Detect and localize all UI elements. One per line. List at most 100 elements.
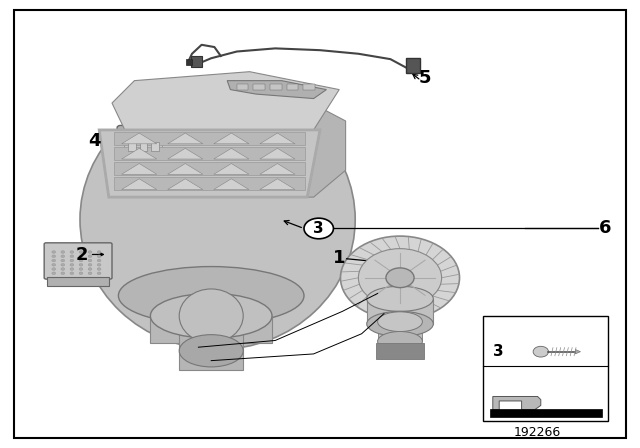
Circle shape [88,255,92,258]
Polygon shape [493,396,541,410]
Bar [128,142,136,151]
Polygon shape [575,349,580,354]
Bar [150,316,272,343]
Polygon shape [275,108,346,197]
Circle shape [97,272,101,275]
Bar [303,84,315,90]
Polygon shape [260,164,295,174]
Bar [406,58,420,73]
Bar [179,329,243,370]
Polygon shape [122,148,157,159]
Ellipse shape [378,312,422,332]
Bar [367,299,433,324]
Polygon shape [260,148,295,159]
Circle shape [61,250,65,253]
Bar [490,409,602,417]
Polygon shape [122,179,157,190]
Polygon shape [214,148,249,159]
Circle shape [70,255,74,258]
Circle shape [52,263,56,266]
Bar [483,316,608,421]
Circle shape [52,272,56,275]
FancyBboxPatch shape [44,243,112,279]
Bar [114,132,305,145]
Bar [114,177,305,190]
Bar [47,277,109,286]
Bar [378,322,422,341]
Polygon shape [99,130,320,197]
Text: 6: 6 [598,220,611,237]
Circle shape [358,249,442,307]
Ellipse shape [367,311,433,336]
Circle shape [61,255,65,258]
Circle shape [79,263,83,266]
Text: 192266: 192266 [514,426,561,439]
Text: 3: 3 [493,344,504,359]
Circle shape [61,267,65,270]
Polygon shape [227,81,326,99]
Ellipse shape [118,267,304,325]
Bar [151,142,159,151]
Circle shape [97,267,101,270]
Circle shape [79,272,83,275]
Text: 2: 2 [76,246,88,264]
Circle shape [52,267,56,270]
Circle shape [79,259,83,262]
Polygon shape [168,179,203,190]
Bar [140,142,147,151]
Bar [376,343,424,359]
Circle shape [61,263,65,266]
Bar [114,147,305,160]
Circle shape [61,259,65,262]
Circle shape [340,236,460,319]
Bar [270,84,282,90]
Ellipse shape [179,335,243,367]
Polygon shape [214,133,249,144]
Circle shape [79,250,83,253]
Circle shape [70,259,74,262]
Ellipse shape [367,286,433,311]
Polygon shape [112,72,339,130]
Circle shape [304,218,333,239]
Ellipse shape [150,293,272,338]
Text: 3: 3 [314,221,324,236]
Polygon shape [214,179,249,190]
Polygon shape [260,179,295,190]
Polygon shape [122,164,157,174]
Circle shape [52,250,56,253]
Bar [287,84,298,90]
Bar [253,84,265,90]
Text: 4: 4 [88,132,101,150]
FancyBboxPatch shape [117,125,168,157]
Circle shape [97,250,101,253]
Circle shape [70,272,74,275]
Circle shape [97,255,101,258]
Bar [237,84,248,90]
Circle shape [88,272,92,275]
Ellipse shape [80,90,355,349]
Circle shape [88,259,92,262]
Circle shape [52,259,56,262]
Text: 5: 5 [419,69,431,87]
Polygon shape [168,164,203,174]
Circle shape [386,268,414,288]
Bar [124,136,162,152]
Circle shape [88,250,92,253]
Circle shape [79,255,83,258]
Text: 1: 1 [333,249,346,267]
Circle shape [533,346,548,357]
Bar [186,59,192,65]
Polygon shape [214,164,249,174]
Polygon shape [168,133,203,144]
Bar [191,56,202,67]
Circle shape [97,259,101,262]
Ellipse shape [179,289,243,343]
Polygon shape [168,148,203,159]
Circle shape [70,267,74,270]
Bar [114,162,305,175]
Circle shape [88,267,92,270]
Circle shape [79,267,83,270]
Circle shape [70,263,74,266]
Circle shape [97,263,101,266]
Polygon shape [260,133,295,144]
